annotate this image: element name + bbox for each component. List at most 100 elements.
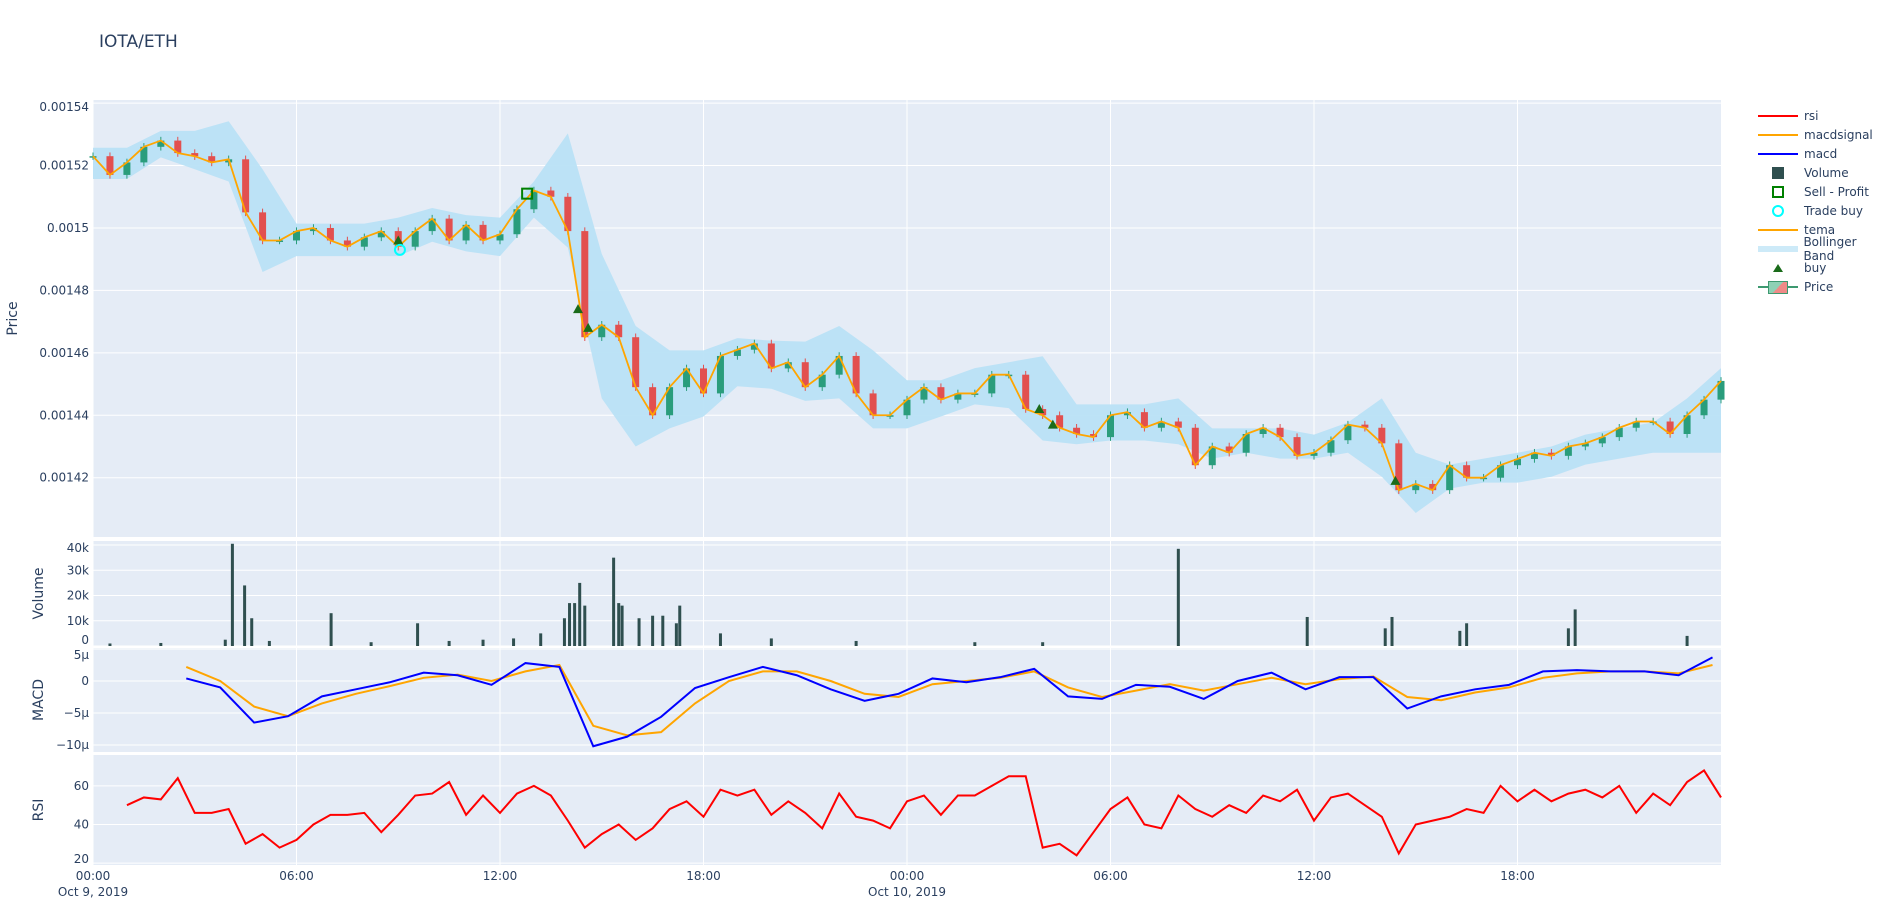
x-tick-label: 00:00 (890, 869, 925, 883)
candle-body (1090, 433, 1098, 438)
macd-y-tick-label: −5µ (64, 706, 90, 720)
legend-label: Volume (1804, 165, 1849, 180)
candle-body (1259, 427, 1267, 434)
candle (801, 358, 809, 391)
x-date-label: Oct 9, 2019 (58, 885, 128, 899)
candle (1259, 424, 1267, 438)
candle-body (445, 218, 453, 241)
candle-body (1191, 427, 1199, 466)
volume-bar (1383, 628, 1387, 646)
candle-body (513, 209, 521, 235)
price-y-tick-label: 0.00144 (39, 408, 89, 422)
volume-axis-title: Volume (31, 567, 47, 619)
volume-bar (573, 603, 577, 646)
volume-y-tick-label: 40k (67, 541, 89, 555)
volume-bar (267, 640, 271, 646)
volume-bar (617, 603, 621, 646)
trade-buy-marker (393, 243, 406, 256)
candle (1429, 480, 1437, 494)
legend-label: Price (1804, 279, 1834, 294)
macd-y-tick-label: 0 (81, 674, 89, 688)
volume-bar (568, 603, 572, 646)
candle-body (1140, 412, 1148, 428)
tema-line (92, 139, 1722, 492)
candle (750, 339, 758, 354)
candle-body (1463, 465, 1471, 478)
volume-bar (620, 605, 624, 646)
candle-body (1073, 427, 1081, 434)
candle-body (1242, 433, 1250, 453)
candle-body (581, 231, 589, 338)
candle-body (1666, 421, 1674, 434)
candle-body (920, 387, 928, 400)
candle (1225, 442, 1233, 457)
legend-item-buy[interactable]: buy (1758, 258, 1890, 277)
volume-bar (854, 640, 858, 646)
volume-bar (578, 582, 582, 646)
candle-body (767, 343, 775, 369)
candle (1581, 439, 1589, 451)
candle-body (1683, 415, 1691, 434)
macd-axis-title: MACD (31, 679, 47, 721)
legend-item-macdsignal[interactable]: macdsignal (1758, 125, 1890, 144)
legend-item-macd[interactable]: macd (1758, 144, 1890, 163)
buy-marker (393, 235, 404, 245)
candle (157, 136, 165, 151)
price-y-tick-label: 0.00148 (39, 283, 89, 297)
legend-item-sell-profit[interactable]: Sell - Profit (1758, 182, 1890, 201)
candle-body (428, 218, 436, 232)
candle-body (649, 387, 657, 416)
candle-body (716, 355, 724, 394)
legend-item-volume[interactable]: Volume (1758, 163, 1890, 182)
candle-body (1412, 483, 1420, 491)
macd-line (186, 656, 1713, 748)
candle-body (1225, 446, 1233, 453)
legend-item-price[interactable]: Price (1758, 277, 1890, 296)
candle (649, 383, 657, 420)
legend-item-tema[interactable]: tema (1758, 220, 1890, 239)
candle-body (1598, 437, 1606, 444)
legend-item-rsi[interactable]: rsi (1758, 106, 1890, 125)
candle-body (818, 374, 826, 388)
candle-body (903, 399, 911, 416)
legend-label: tema (1804, 222, 1836, 237)
x-date-label: Oct 10, 2019 (868, 885, 946, 899)
x-tick-label: 06:00 (279, 869, 314, 883)
candle-body (530, 190, 538, 210)
candle (1395, 439, 1403, 494)
legend: rsi macdsignal macd Volume Sell - Profit… (1758, 106, 1890, 296)
candle (666, 383, 674, 420)
candle-body (1327, 440, 1335, 453)
candle-body (140, 146, 148, 163)
candle (293, 227, 300, 245)
macd-y-tick-label: 5µ (74, 648, 90, 662)
volume-bar (1465, 623, 1469, 646)
candle (1514, 455, 1521, 469)
candle (309, 224, 317, 235)
candle (259, 208, 267, 245)
candle-body (106, 156, 114, 175)
candle (581, 227, 589, 341)
candle-body (750, 343, 758, 350)
candle-body (242, 159, 250, 213)
volume-bar (973, 642, 977, 646)
candle (1191, 424, 1199, 469)
candle (564, 193, 572, 235)
candle-body (1293, 437, 1301, 456)
rsi-axis-title: RSI (31, 799, 47, 822)
candle (1310, 448, 1318, 460)
candle (716, 352, 724, 398)
candle-body (157, 140, 165, 147)
x-tick-label: 18:00 (1500, 869, 1535, 883)
candle-body (1632, 421, 1640, 428)
candle-body (1497, 465, 1505, 478)
legend-item-trade-buy[interactable]: Trade buy (1758, 201, 1890, 220)
volume-bar (481, 639, 485, 646)
candle-body (869, 393, 877, 416)
candle-body (123, 162, 131, 175)
volume-y-tick-label: 10k (67, 614, 89, 628)
candle-body (1395, 443, 1403, 491)
candle (1530, 448, 1538, 463)
candle (1361, 420, 1369, 432)
legend-item-bollinger-band[interactable]: Bollinger Band (1758, 235, 1890, 263)
